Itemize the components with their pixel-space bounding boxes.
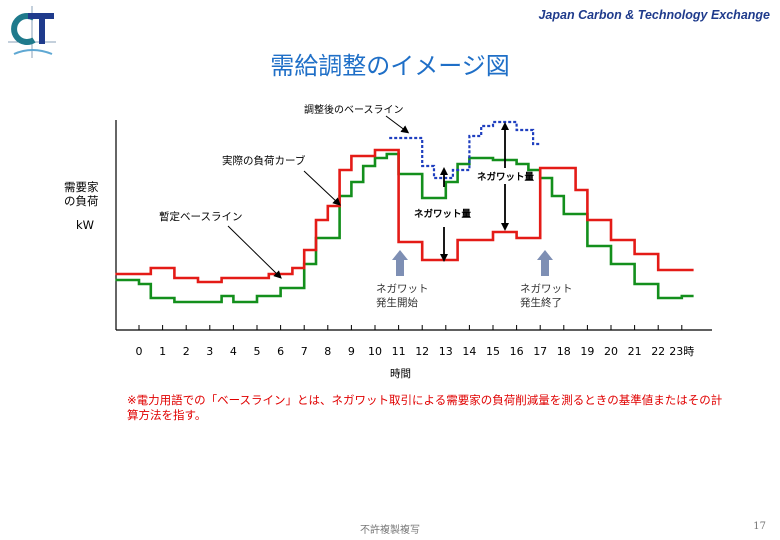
- series-line-actual-load: [115, 148, 694, 284]
- logo-t-shape: [28, 13, 54, 44]
- x-tick-label: 13: [439, 345, 453, 358]
- x-tick-label: 11: [392, 345, 406, 358]
- x-tick-label: 17: [533, 345, 547, 358]
- x-tick-label: 8: [324, 345, 331, 358]
- x-tick-label: 23時: [669, 345, 694, 358]
- page-number: 17: [753, 521, 766, 532]
- negawatt-label-1: ネガワット量: [414, 208, 472, 220]
- x-tick-label: 20: [604, 345, 618, 358]
- y-axis-label-line1: 需要家: [64, 180, 99, 194]
- logo-swoosh: [13, 49, 53, 55]
- logo-c-shape: [11, 13, 36, 45]
- provisional-baseline-label: 暫定ベースライン: [159, 210, 242, 223]
- actual-curve-label: 実際の負荷カーブ: [222, 154, 306, 167]
- x-tick-label: 19: [580, 345, 594, 358]
- x-tick-label: 10: [368, 345, 382, 358]
- negawatt-end-label-line2: 発生終了: [520, 296, 562, 309]
- x-tick-label: 9: [348, 345, 355, 358]
- negawatt-end-arrow: [537, 250, 553, 276]
- x-axis-ticks: [138, 325, 683, 330]
- x-tick-label: 22: [651, 345, 665, 358]
- negawatt-end-label-line1: ネガワット: [520, 283, 573, 295]
- actual-curve-pointer: [303, 170, 341, 206]
- x-tick-label: 16: [510, 345, 524, 358]
- y-axis-unit: kW: [76, 218, 94, 232]
- adjusted-baseline-label: 調整後のベースライン: [304, 103, 404, 116]
- x-tick-label: 0: [136, 345, 143, 358]
- x-tick-label: 4: [230, 345, 237, 358]
- copyright-footer: 不許複製複写: [360, 525, 420, 536]
- y-axis-label-line2: の負荷: [64, 194, 99, 208]
- negawatt-label-2: ネガワット量: [477, 171, 535, 183]
- adjusted-baseline-pointer: [385, 115, 410, 134]
- x-tick-label: 18: [557, 345, 571, 358]
- x-tick-label: 12: [415, 345, 429, 358]
- x-tick-label: 15: [486, 345, 500, 358]
- negawatt-start-label-line1: ネガワット: [376, 283, 429, 295]
- page-title: 需給調整のイメージ図: [270, 52, 510, 80]
- x-tick-label: 2: [183, 345, 190, 358]
- x-tick-label: 7: [301, 345, 308, 358]
- x-tick-label: 14: [462, 345, 476, 358]
- footnote: ※電力用語での「ベースライン」とは、ネガワット取引による需要家の負荷削減量を測る…: [127, 393, 723, 422]
- organization-name: Japan Carbon & Technology Exchange: [538, 8, 770, 22]
- series-line-provisional-baseline: [115, 152, 694, 304]
- x-tick-label: 6: [277, 345, 284, 358]
- jcte-logo: [8, 6, 56, 58]
- x-tick-label: 1: [159, 345, 166, 358]
- x-tick-label: 21: [628, 345, 642, 358]
- negawatt-start-arrow: [392, 250, 408, 276]
- x-axis-title: 時間: [390, 368, 411, 380]
- series-line-adjusted-baseline: [389, 120, 541, 180]
- negawatt-start-label-line2: 発生開始: [376, 296, 418, 309]
- x-axis-tick-labels: 0 1 2 3 4 5 6 7 8 9 10 11 12 13 14 15 16 17 18 19 20 21 22 23時: [136, 345, 695, 358]
- provisional-baseline-pointer: [227, 225, 282, 279]
- x-tick-label: 5: [254, 345, 261, 358]
- x-tick-label: 3: [206, 345, 213, 358]
